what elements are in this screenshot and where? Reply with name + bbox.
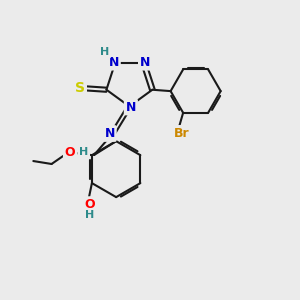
- Text: H: H: [85, 210, 94, 220]
- Text: N: N: [126, 100, 136, 113]
- Text: O: O: [84, 198, 95, 211]
- Text: H: H: [100, 46, 110, 57]
- Text: N: N: [140, 56, 150, 69]
- Text: S: S: [75, 81, 85, 95]
- Text: Br: Br: [174, 127, 190, 140]
- Text: H: H: [79, 147, 88, 157]
- Text: N: N: [109, 56, 119, 69]
- Text: O: O: [65, 146, 75, 159]
- Text: N: N: [104, 127, 115, 140]
